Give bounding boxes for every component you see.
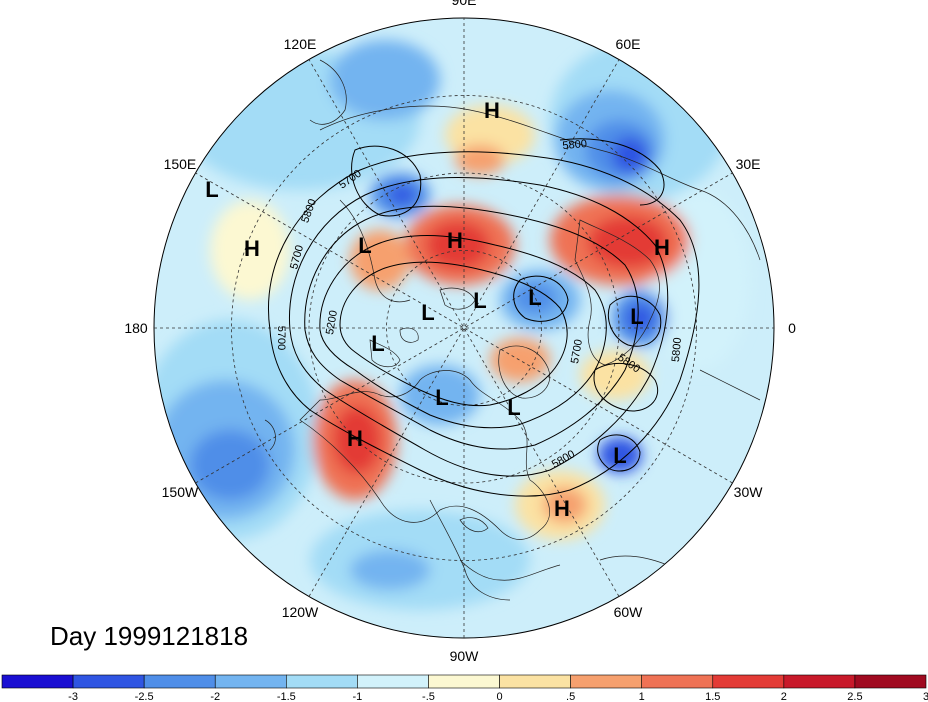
pressure-center-layer: H H H H H H L L L L L L L L L L — [205, 98, 670, 521]
longitude-label-layer: 90E 60E 30E 0 30W 60W 90W 120W 150W 180 150E 120E — [124, 0, 796, 664]
contour-value-label: 5200 — [324, 309, 340, 335]
colorbar-swatch — [72, 674, 145, 689]
colorbar-swatch — [428, 674, 500, 689]
low-pressure-label: L — [528, 285, 541, 310]
high-pressure-label: H — [244, 236, 260, 261]
colorbar-swatch — [641, 674, 714, 689]
low-pressure-label: L — [613, 443, 626, 468]
colorbar-tick-label: 2 — [781, 691, 787, 702]
high-pressure-label: H — [654, 235, 670, 260]
colorbar-swatch — [214, 674, 287, 689]
colorbar-tick-label: 1.5 — [705, 691, 720, 702]
low-pressure-label: L — [507, 395, 520, 420]
colorbar-tick-label: -2 — [210, 691, 220, 702]
longitude-label: 120E — [284, 36, 317, 52]
colorbar-swatch — [712, 674, 785, 689]
contour-value-label: 5800 — [670, 337, 684, 362]
colorbar-tick-label: 3 — [923, 691, 928, 702]
longitude-label: 30E — [736, 156, 761, 172]
longitude-label: 0 — [788, 320, 796, 336]
colorbar-tick-label: .5 — [566, 691, 575, 702]
contour-value-label: 5700 — [275, 326, 287, 350]
colorbar-swatch — [1, 674, 74, 689]
colorbar-tick-label: 1 — [639, 691, 645, 702]
colorbar-tick-label: -1.5 — [277, 691, 296, 702]
low-pressure-label: L — [205, 177, 218, 202]
contour-value-label: 5800 — [562, 138, 587, 152]
meridian-line — [308, 59, 620, 597]
longitude-label: 60W — [614, 604, 644, 620]
colorbar-swatch — [570, 674, 642, 689]
low-pressure-label: L — [371, 331, 384, 356]
low-pressure-label: L — [435, 385, 448, 410]
colorbar-swatch — [854, 674, 927, 689]
high-pressure-label: H — [484, 98, 500, 123]
colorbar-tick-label: -3 — [68, 691, 78, 702]
high-pressure-label: H — [447, 228, 463, 253]
longitude-label: 150E — [164, 156, 197, 172]
geopotential-contours — [268, 138, 700, 497]
low-pressure-label: L — [358, 233, 371, 258]
longitude-label: 30W — [734, 484, 764, 500]
colorbar-swatch — [783, 674, 856, 689]
high-pressure-label: H — [554, 496, 570, 521]
low-pressure-label: L — [630, 304, 643, 329]
meridian-line — [308, 59, 620, 597]
low-pressure-label: L — [473, 288, 486, 313]
meridian-line — [195, 172, 733, 484]
colorbar-tick-label: -2.5 — [135, 691, 154, 702]
latitude-circle — [386, 250, 542, 406]
longitude-label: 120W — [282, 604, 319, 620]
graticule — [154, 18, 774, 638]
colorbar-tick-label: -1 — [352, 691, 362, 702]
colorbar-tick-label: -.5 — [422, 691, 435, 702]
longitude-label: 180 — [124, 320, 148, 336]
colorbar-swatch — [357, 674, 429, 689]
high-pressure-label: H — [347, 426, 363, 451]
colorbar-swatch — [143, 674, 216, 689]
colorbar-tick-label: 2.5 — [847, 691, 862, 702]
colorbar: -3 -2.5 -2 -1.5 -1 -.5 0 .5 1 1.5 2 2.5 3 — [1, 674, 928, 702]
colorbar-tick-label: 0 — [496, 691, 502, 702]
meridian-line — [195, 172, 733, 484]
colorbar-swatch — [286, 674, 358, 689]
contour-value-label: 5700 — [569, 338, 585, 364]
longitude-label: 60E — [616, 36, 641, 52]
longitude-label: 150W — [162, 484, 199, 500]
low-pressure-label: L — [421, 300, 434, 325]
map-title: Day 1999121818 — [50, 621, 248, 651]
longitude-label: 90W — [450, 648, 480, 664]
longitude-label: 90E — [452, 0, 477, 8]
colorbar-swatch — [499, 674, 571, 689]
